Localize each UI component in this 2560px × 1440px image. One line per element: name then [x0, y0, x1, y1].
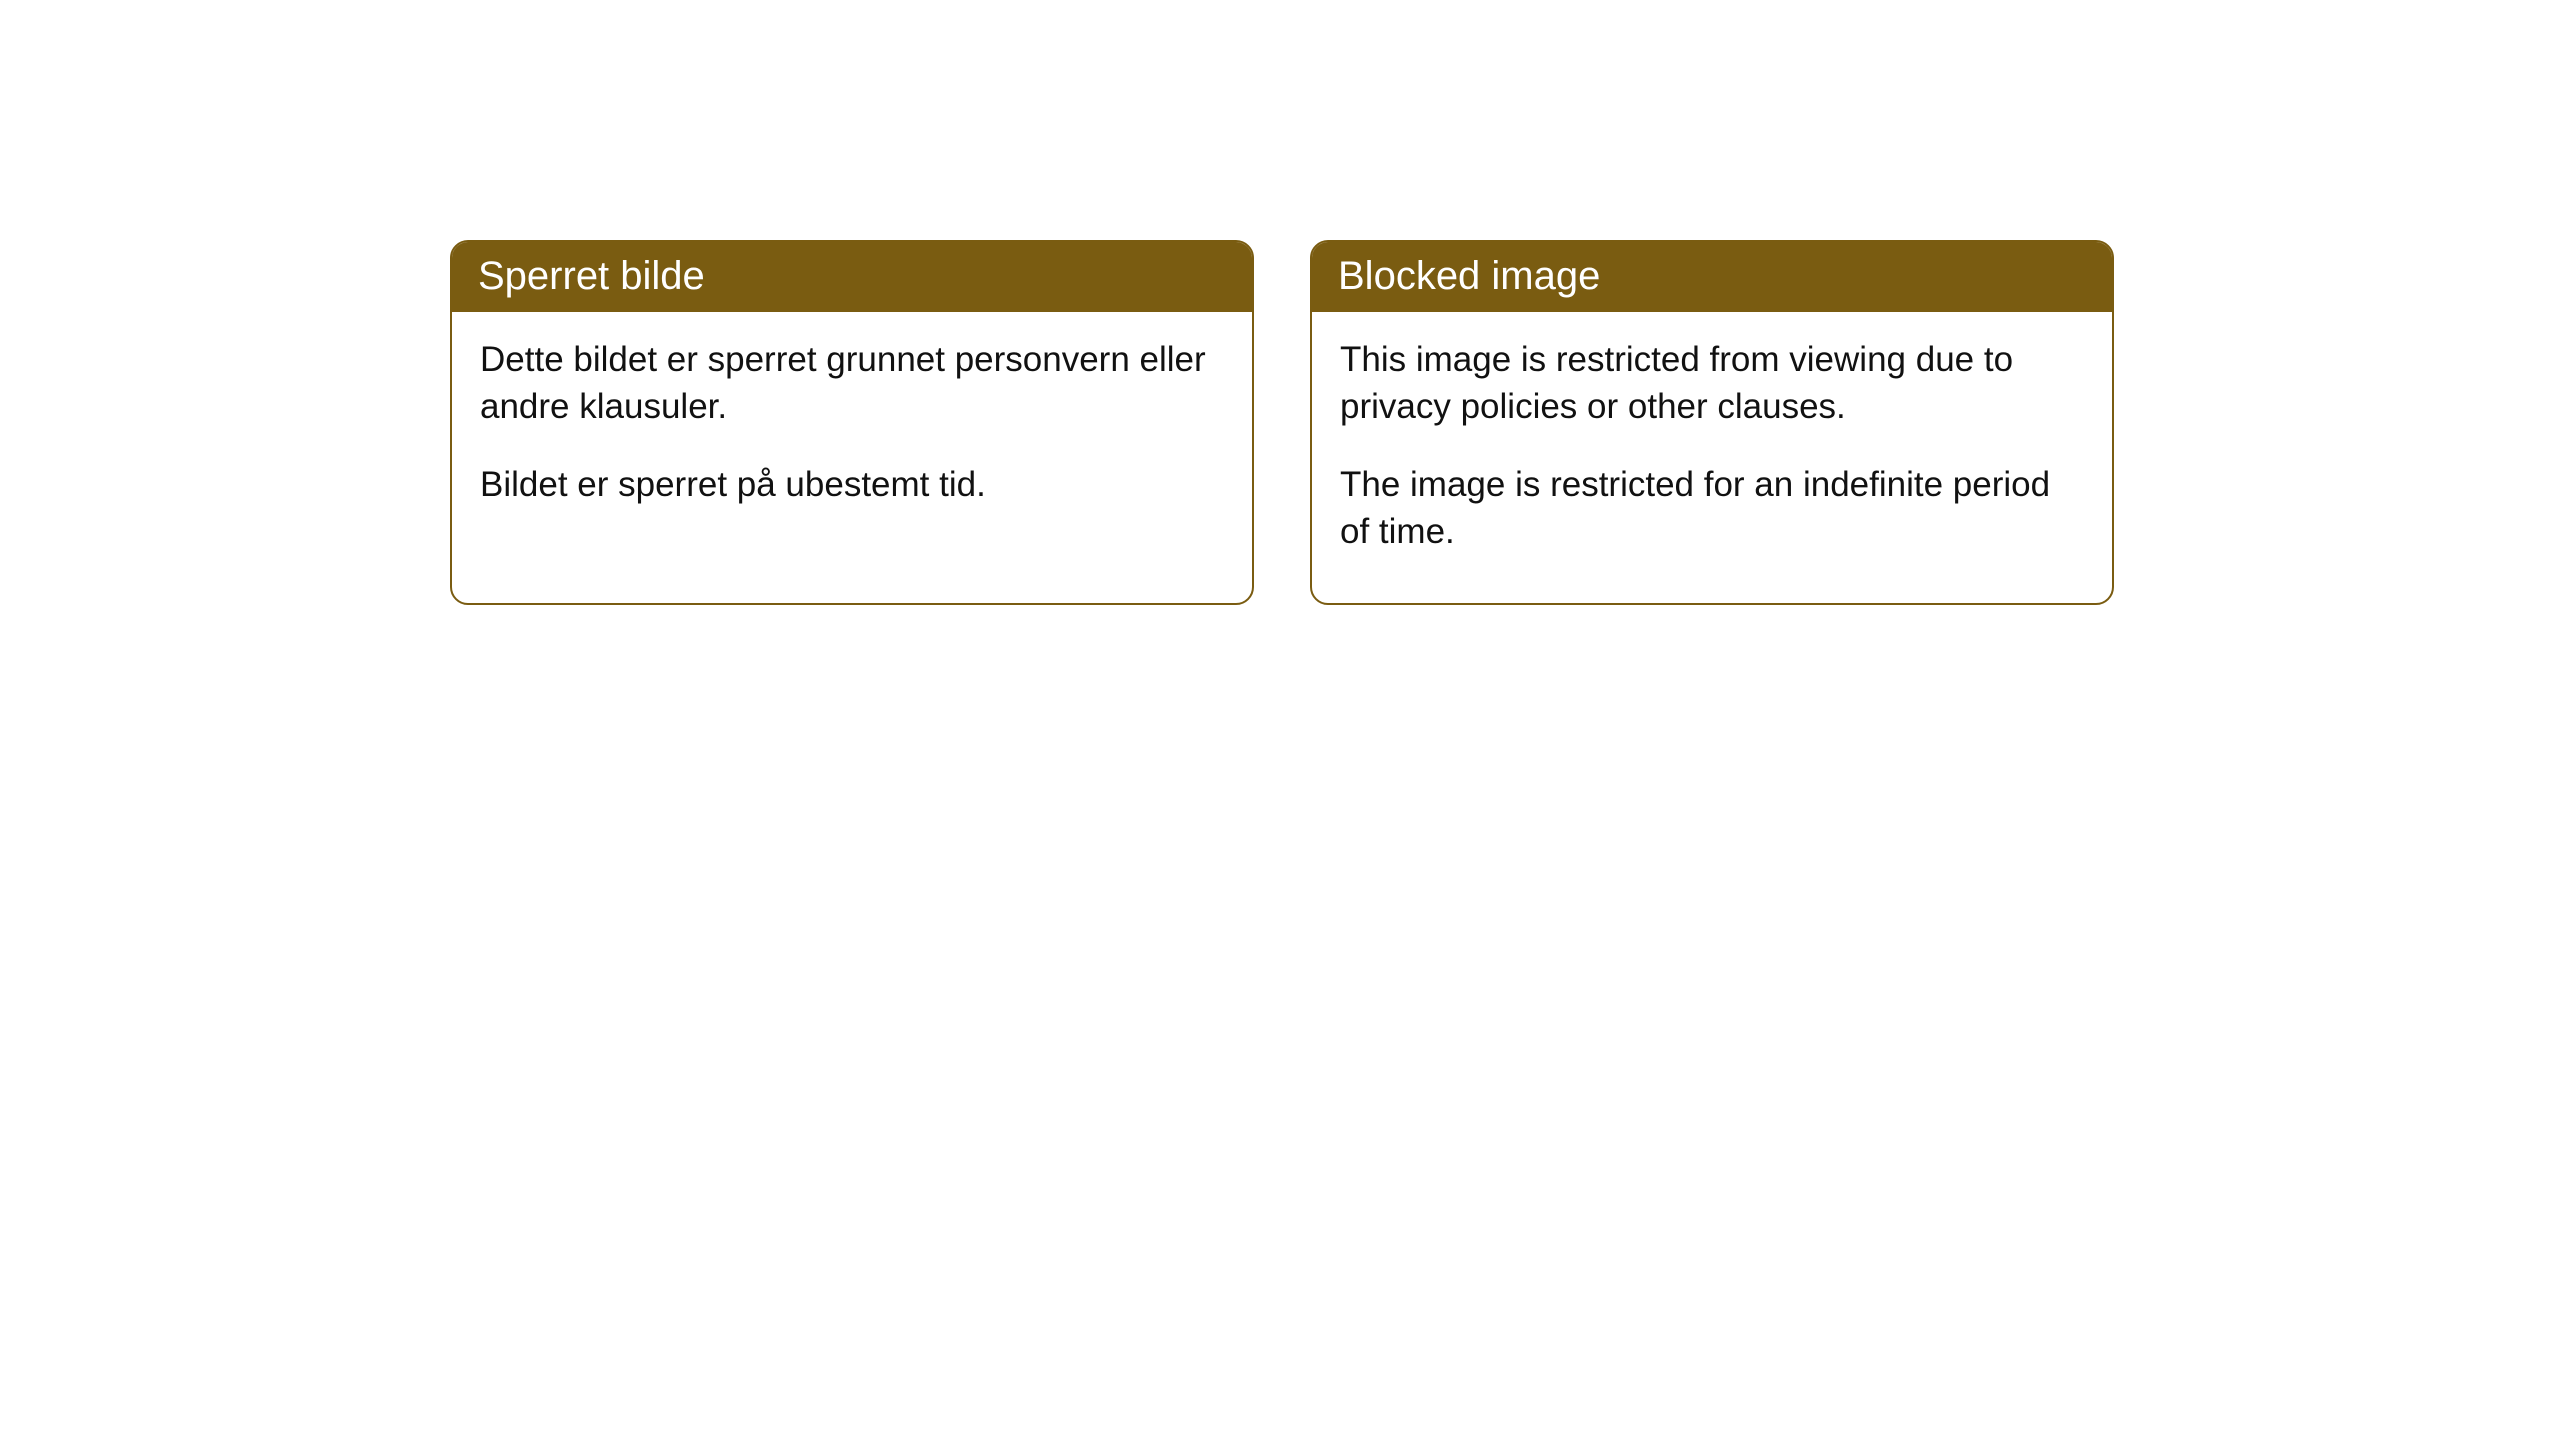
card-paragraph: Dette bildet er sperret grunnet personve… — [480, 336, 1224, 431]
card-body: Dette bildet er sperret grunnet personve… — [452, 312, 1252, 556]
card-header: Sperret bilde — [452, 242, 1252, 312]
notice-card-norwegian: Sperret bilde Dette bildet er sperret gr… — [450, 240, 1254, 605]
card-header: Blocked image — [1312, 242, 2112, 312]
notice-card-english: Blocked image This image is restricted f… — [1310, 240, 2114, 605]
card-paragraph: Bildet er sperret på ubestemt tid. — [480, 461, 1224, 508]
card-body: This image is restricted from viewing du… — [1312, 312, 2112, 603]
card-paragraph: This image is restricted from viewing du… — [1340, 336, 2084, 431]
card-title: Sperret bilde — [478, 254, 705, 298]
card-title: Blocked image — [1338, 254, 1600, 298]
cards-container: Sperret bilde Dette bildet er sperret gr… — [450, 240, 2560, 605]
card-paragraph: The image is restricted for an indefinit… — [1340, 461, 2084, 556]
